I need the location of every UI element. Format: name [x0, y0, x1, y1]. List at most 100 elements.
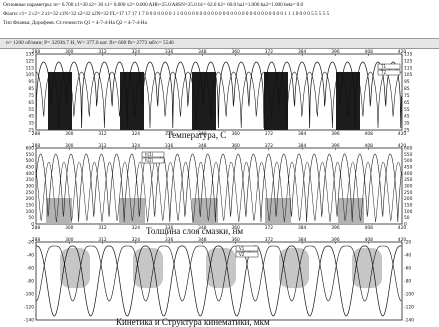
- y-tick-label: 25: [28, 128, 34, 134]
- x-tick-label: 300: [65, 131, 74, 137]
- x-tick-label: 324: [132, 237, 141, 243]
- x-tick-label: 408: [365, 143, 374, 149]
- y-tick-label: 50: [28, 215, 34, 221]
- y-tick-label: 65: [28, 100, 34, 106]
- y-tick-label: 100: [404, 209, 413, 215]
- y-tick-label: 250: [404, 190, 413, 196]
- y-tick-label: 550: [26, 152, 35, 158]
- x-tick-label: 288: [32, 49, 41, 55]
- kinematics-x-ticks-top: 288 300 312 324 336 348 360 372 384 396 408 420: [32, 237, 407, 244]
- y-tick-label: 250: [26, 190, 35, 196]
- y-tick-label: 500: [404, 158, 413, 164]
- x-tick-label: 408: [365, 49, 374, 55]
- x-tick-label: 372: [265, 225, 274, 231]
- y-tick-label: 400: [404, 171, 413, 177]
- film-thickness-x-ticks-top: 288 300 312 324 336 348 360 372 384 396 408 420: [32, 143, 407, 150]
- x-tick-label: 396: [331, 131, 340, 137]
- y-tick-label: -140: [404, 318, 414, 324]
- x-tick-label: 288: [32, 131, 41, 137]
- x-tick-label: 384: [298, 131, 307, 137]
- film-thickness-fill: [265, 198, 291, 224]
- x-tick-label: 384: [298, 225, 307, 231]
- y-tick-label: -120: [24, 305, 34, 311]
- kinematics-fill: [352, 248, 382, 288]
- wave-line: [35, 61, 402, 129]
- y-tick-label: 75: [404, 93, 410, 99]
- x-tick-label: 348: [198, 237, 207, 243]
- x-tick-label: 396: [331, 237, 340, 243]
- y-tick-label: 105: [404, 72, 413, 78]
- y-tick-label: 0: [404, 222, 407, 228]
- x-tick-label: 360: [231, 237, 240, 243]
- x-tick-label: 420: [398, 225, 407, 231]
- header-line-2: Флаги: c1= 2 c2= 2 z1=32 z1N=32 z2=32 z2…: [3, 11, 330, 17]
- y-tick-label: 450: [404, 165, 413, 171]
- x-tick-label: 420: [398, 237, 407, 243]
- y-tick-label: 35: [28, 121, 34, 127]
- x-tick-label: 348: [198, 225, 207, 231]
- kinematics-panel: -20 -40 -60 -80 -100 -120 -140 -20 -40 -60 -80 -10…: [24, 237, 414, 324]
- y-tick-label: -40: [404, 253, 411, 259]
- x-tick-label: 360: [231, 225, 240, 231]
- x-tick-label: 384: [298, 49, 307, 55]
- legend-label: h(1): [145, 152, 154, 157]
- x-tick-label: 312: [98, 237, 107, 243]
- x-tick-label: 324: [132, 225, 141, 231]
- y-tick-label: 25: [404, 128, 410, 134]
- x-tick-label: 396: [331, 225, 340, 231]
- legend-label: V1: [239, 246, 245, 251]
- status-text: n= 1200 об/мин; P= 32936.7 H, W= 377.0 к…: [6, 40, 174, 46]
- x-tick-label: 408: [365, 237, 374, 243]
- y-tick-label: -40: [27, 253, 34, 259]
- x-tick-label: 420: [398, 131, 407, 137]
- x-tick-label: 372: [265, 49, 274, 55]
- wave-line: [35, 161, 402, 223]
- y-tick-label: -80: [404, 279, 411, 285]
- x-tick-label: 348: [198, 49, 207, 55]
- y-tick-label: 85: [28, 86, 34, 92]
- y-tick-label: 350: [26, 177, 35, 183]
- y-tick-label: -60: [27, 266, 34, 272]
- header-line-3: Тип Фланка: Дорофеев. Ст.точности Q1 = 4…: [3, 20, 147, 26]
- film-thickness-fill: [192, 198, 218, 224]
- y-tick-label: -60: [404, 266, 411, 272]
- x-tick-label: 360: [231, 131, 240, 137]
- x-tick-label: 384: [298, 237, 307, 243]
- x-tick-label: 348: [198, 143, 207, 149]
- x-tick-label: 372: [265, 237, 274, 243]
- film-thickness-waves: [35, 153, 402, 224]
- wave-line: [35, 71, 402, 129]
- x-tick-label: 312: [98, 49, 107, 55]
- y-tick-label: 0: [31, 222, 34, 228]
- y-tick-label: 65: [404, 100, 410, 106]
- header-line-1: Основные параметры: m= 6.700 z1=30 z2= 3…: [3, 2, 304, 8]
- kinematics-y-ticks-right: -20 -40 -60 -80 -100 -120 -140: [404, 240, 414, 324]
- x-tick-label: 324: [132, 143, 141, 149]
- y-tick-label: 350: [404, 177, 413, 183]
- x-tick-label: 372: [265, 143, 274, 149]
- x-tick-label: 420: [398, 49, 407, 55]
- y-tick-label: 550: [404, 152, 413, 158]
- temperature-waves: [35, 61, 402, 130]
- y-tick-label: 200: [404, 196, 413, 202]
- y-tick-label: 105: [26, 72, 35, 78]
- x-tick-label: 300: [65, 49, 74, 55]
- x-tick-label: 312: [98, 131, 107, 137]
- x-tick-label: 396: [331, 143, 340, 149]
- x-tick-label: 324: [132, 131, 141, 137]
- y-tick-label: 75: [28, 93, 34, 99]
- status-bar: n= 1200 об/мин; P= 32936.7 H, W= 377.0 к…: [0, 38, 439, 49]
- x-tick-label: 420: [398, 143, 407, 149]
- y-tick-label: -100: [404, 292, 414, 298]
- y-tick-label: 135: [26, 52, 35, 58]
- legend-label: T1: [380, 64, 386, 69]
- kinematics-y-ticks-left: -20 -40 -60 -80 -100 -120 -140: [24, 240, 34, 324]
- x-tick-label: 384: [298, 143, 307, 149]
- y-tick-label: 85: [404, 86, 410, 92]
- x-tick-label: 336: [165, 237, 174, 243]
